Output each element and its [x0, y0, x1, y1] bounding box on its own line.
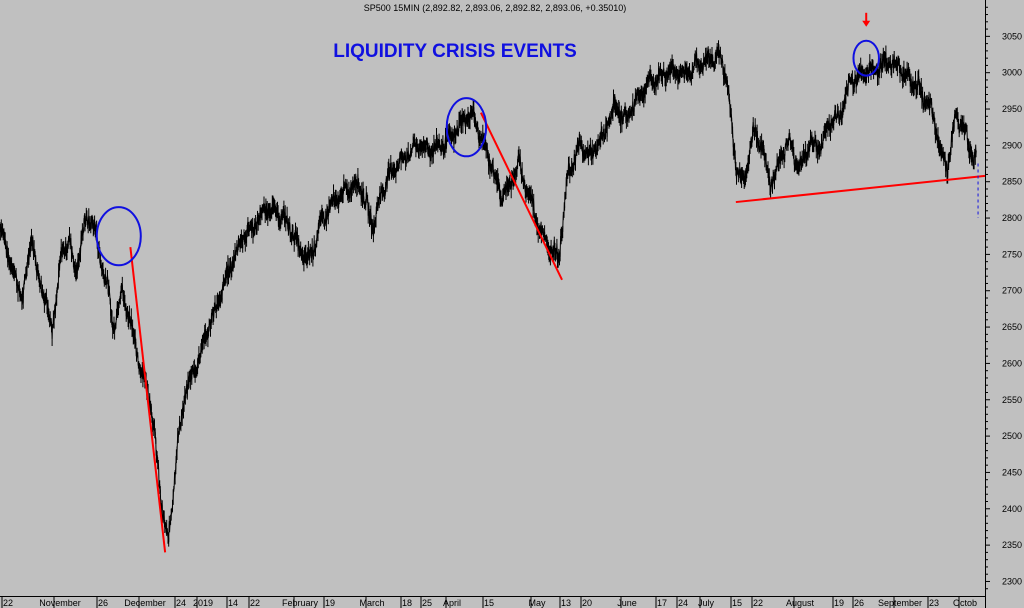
highlight-circle: [445, 97, 488, 158]
x-tick-label: 19: [325, 598, 335, 608]
x-axis: 22 November 26 December 24 2019 14 22 February 19…: [1, 596, 977, 608]
y-tick-label: 2600: [1002, 358, 1022, 368]
x-tick-label: 22: [753, 598, 763, 608]
y-tick-label: 2550: [1002, 395, 1022, 405]
y-tick-label: 3000: [1002, 68, 1022, 78]
x-tick-label: December: [124, 598, 166, 608]
y-tick-label: 2500: [1002, 431, 1022, 441]
x-tick-label: 24: [176, 598, 186, 608]
x-tick-label: 15: [732, 598, 742, 608]
y-tick-label: 2450: [1002, 467, 1022, 477]
y-tick-label: 2300: [1002, 576, 1022, 586]
x-tick-label: 15: [484, 598, 494, 608]
red-arrow-head: [862, 20, 871, 27]
x-tick-label: February: [282, 598, 319, 608]
trend-line: [480, 112, 563, 281]
x-tick-label: Octob: [953, 598, 977, 608]
x-tick-label: September: [878, 598, 922, 608]
x-tick-label: 18: [402, 598, 412, 608]
x-tick-label: 14: [228, 598, 238, 608]
price-series: [0, 40, 977, 547]
y-tick-label: 2950: [1002, 104, 1022, 114]
highlight-circle: [95, 206, 142, 267]
x-tick-label: August: [786, 598, 815, 608]
y-tick-label: 2350: [1002, 540, 1022, 550]
price-bars: [0, 40, 977, 547]
x-tick-label: April: [443, 598, 461, 608]
x-tick-label: July: [698, 598, 715, 608]
y-tick-label: 3050: [1002, 31, 1022, 41]
x-tick-label: 24: [678, 598, 688, 608]
y-tick-label: 2650: [1002, 322, 1022, 332]
y-tick-label: 2750: [1002, 249, 1022, 259]
price-line: [0, 44, 977, 543]
trend-line: [129, 247, 167, 553]
x-tick-label: 22: [250, 598, 260, 608]
x-tick-label: 23: [929, 598, 939, 608]
plot-area: [0, 0, 986, 608]
x-tick-label: 13: [561, 598, 571, 608]
trend-line: [735, 174, 986, 204]
x-tick-label: 20: [582, 598, 592, 608]
x-tick-label: 26: [98, 598, 108, 608]
x-tick-label: November: [39, 598, 81, 608]
x-tick-label: 22: [3, 598, 13, 608]
chart-header: SP500 15MIN (2,892.82, 2,893.06, 2,892.8…: [364, 3, 626, 13]
y-tick-label: 2900: [1002, 140, 1022, 150]
x-tick-label: 26: [854, 598, 864, 608]
y-axis: 2300 2350 2400 2450 2500 2550 2600 2650 2700 2750…: [985, 6, 1022, 590]
y-tick-label: 2800: [1002, 213, 1022, 223]
highlight-circle: [852, 39, 880, 77]
x-tick-label: May: [528, 598, 546, 608]
x-tick-label: 19: [834, 598, 844, 608]
annotations: [95, 12, 986, 553]
x-tick-label: 2019: [193, 598, 213, 608]
x-tick-label: 17: [657, 598, 667, 608]
y-tick-label: 2400: [1002, 504, 1022, 514]
x-tick-label: June: [617, 598, 637, 608]
y-tick-label: 2700: [1002, 286, 1022, 296]
x-tick-label: 25: [422, 598, 432, 608]
y-tick-label: 2850: [1002, 177, 1022, 187]
x-tick-label: March: [359, 598, 384, 608]
chart-title: LIQUIDITY CRISIS EVENTS: [333, 41, 577, 62]
